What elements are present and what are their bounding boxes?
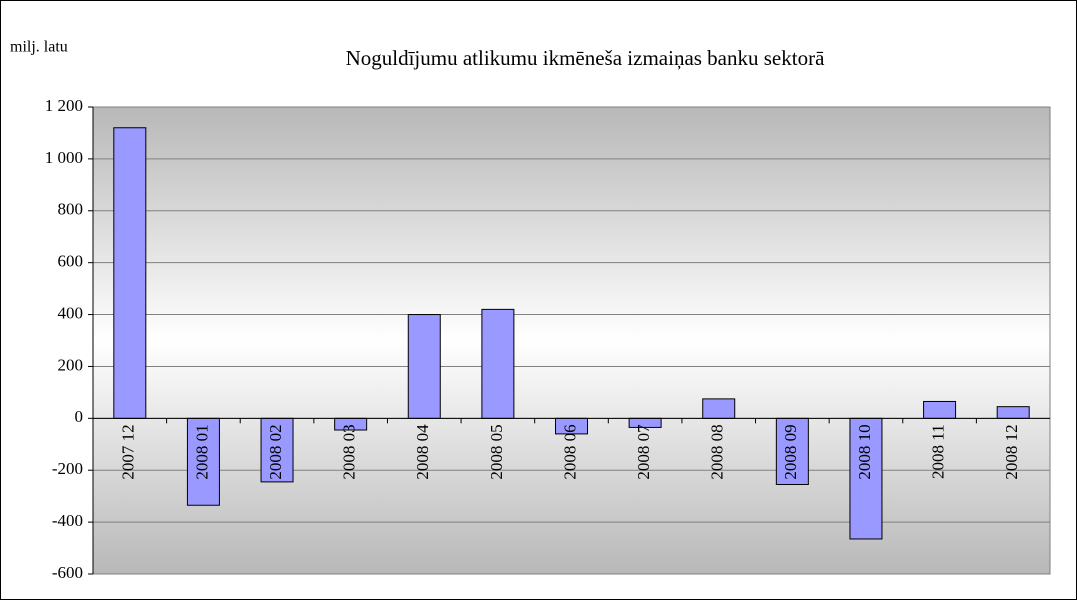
y-tick-label: 1 200 — [45, 96, 83, 115]
chart-title: Noguldījumu atlikumu ikmēneša izmaiņas b… — [346, 46, 825, 70]
bar — [481, 308, 515, 419]
x-tick-label: 2008 01 — [192, 424, 211, 479]
x-tick-label: 2008 03 — [340, 424, 359, 479]
y-tick-label: 600 — [58, 252, 84, 271]
x-tick-label: 2008 12 — [1002, 424, 1021, 479]
bar — [996, 406, 1030, 419]
y-tick-label: -200 — [52, 459, 83, 478]
y-tick-label: 200 — [58, 355, 84, 374]
y-tick-label: 800 — [58, 200, 84, 219]
bar — [849, 417, 883, 540]
y-axis-label: milj. latu — [10, 39, 68, 56]
y-tick-label: -400 — [52, 511, 83, 530]
x-tick-label: 2008 10 — [855, 424, 874, 479]
x-tick-label: 2008 04 — [413, 424, 432, 480]
bar — [407, 314, 441, 419]
y-tick-label: -600 — [52, 563, 83, 582]
bar — [923, 400, 957, 419]
y-tick-label: 400 — [58, 303, 84, 322]
bar — [775, 417, 809, 485]
x-tick-label: 2008 09 — [781, 424, 800, 479]
x-tick-label: 2008 02 — [266, 424, 285, 479]
x-tick-label: 2008 05 — [487, 424, 506, 479]
bar — [113, 127, 147, 419]
x-tick-label: 2008 11 — [928, 424, 947, 479]
bar — [186, 417, 220, 506]
y-tick-label: 1 000 — [45, 148, 83, 167]
x-tick-label: 2008 06 — [560, 424, 579, 479]
y-tick-label: 0 — [75, 407, 84, 426]
x-tick-label: 2008 07 — [634, 424, 653, 480]
bar — [702, 398, 736, 419]
x-tick-label: 2008 08 — [708, 424, 727, 479]
x-tick-label: 2007 12 — [119, 424, 138, 479]
plot-area — [92, 106, 1051, 575]
